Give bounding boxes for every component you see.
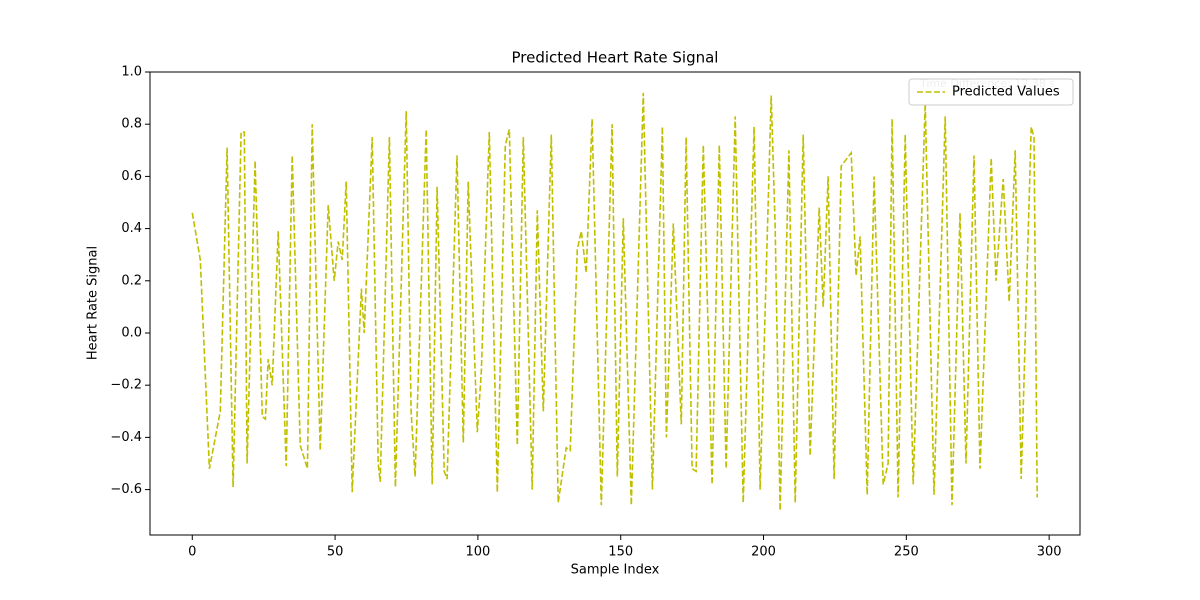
y-tick-label: 0.0 [121, 325, 142, 340]
x-tick-label: 50 [327, 545, 344, 560]
x-tick-label: 0 [188, 545, 196, 560]
y-tick-label: 1.0 [121, 65, 142, 80]
y-axis-label: Heart Rate Signal [86, 246, 101, 360]
y-tick-label: 0.4 [121, 221, 142, 236]
y-tick-label: −0.4 [110, 430, 142, 445]
y-tick-label: 0.6 [121, 169, 142, 184]
x-axis-label: Sample Index [571, 563, 660, 578]
x-tick-label: 150 [608, 545, 633, 560]
chart-title: Predicted Heart Rate Signal [512, 49, 719, 67]
legend-box [908, 78, 1074, 106]
y-tick-label: −0.6 [110, 482, 142, 497]
legend-label: Predicted Values [952, 85, 1060, 100]
y-tick-label: 0.8 [121, 117, 142, 132]
x-tick-label: 300 [1037, 545, 1062, 560]
data-line [191, 92, 1038, 511]
x-tick-label: 100 [465, 545, 490, 560]
y-tick-label: −0.2 [110, 378, 142, 393]
x-tick-label: 250 [894, 545, 919, 560]
plot-frame [149, 71, 1081, 536]
x-tick-label: 200 [751, 545, 776, 560]
y-tick-label: 0.2 [121, 273, 142, 288]
